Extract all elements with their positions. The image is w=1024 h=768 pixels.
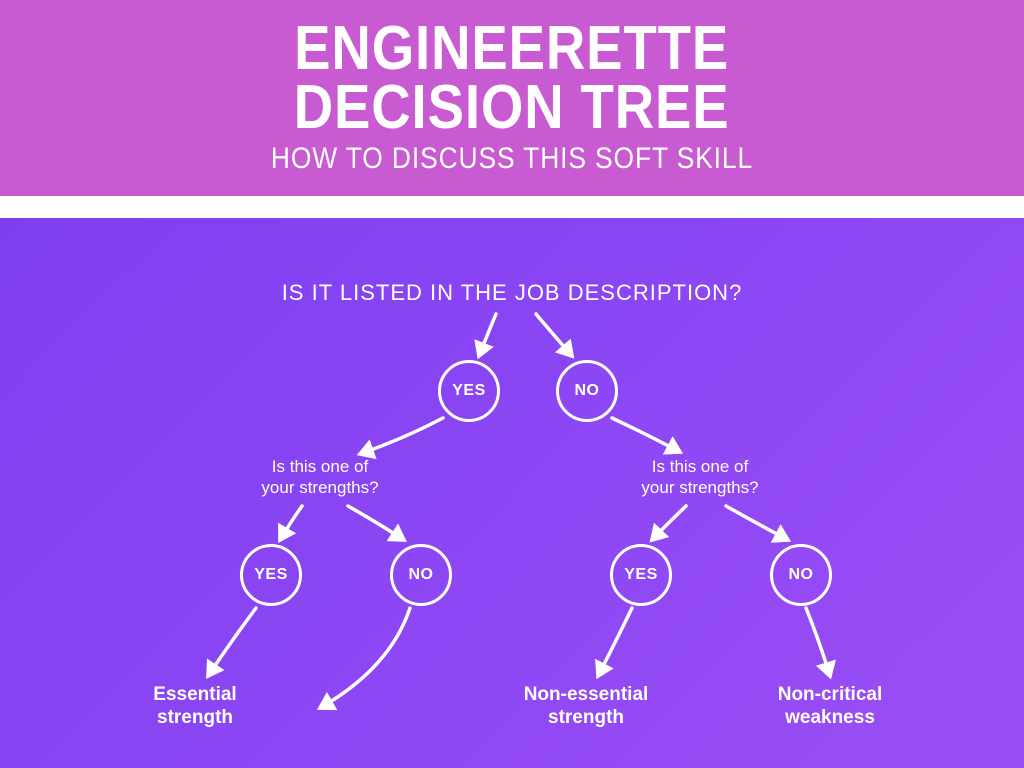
outcome-line-2: weakness [785, 707, 875, 728]
arrow-no2-curve [320, 608, 410, 708]
outcome-non-essential-strength: Non-essential strength [501, 684, 671, 730]
root-question: IS IT LISTED IN THE JOB DESCRIPTION? [282, 280, 743, 306]
arrow-root-yes [479, 314, 496, 356]
sub-question-left: Is this one of your strengths? [240, 456, 400, 499]
node-no-2: NO [390, 544, 452, 606]
outcome-line-2: strength [548, 707, 624, 728]
node-no-3: NO [770, 544, 832, 606]
q-line-1: Is this one of [272, 457, 368, 476]
arrow-q2-yes3 [652, 506, 686, 540]
node-no-1: NO [556, 360, 618, 422]
outcome-line-2: strength [157, 707, 233, 728]
arrow-q1-yes2 [280, 506, 302, 540]
q-line-2: your strengths? [261, 478, 378, 497]
outcome-line-1: Essential [153, 684, 236, 705]
arrow-no3-o3 [806, 608, 830, 676]
divider-bar [0, 196, 1024, 218]
arrow-q1-no2 [348, 506, 404, 540]
subtitle: HOW TO DISCUSS THIS SOFT SKILL [271, 142, 753, 176]
arrow-yes2-o1 [208, 608, 256, 676]
node-label: YES [254, 566, 288, 584]
arrow-no1-q2 [612, 418, 680, 452]
sub-question-right: Is this one of your strengths? [620, 456, 780, 499]
node-yes-3: YES [610, 544, 672, 606]
body: IS IT LISTED IN THE JOB DESCRIPTION? YES… [0, 218, 1024, 768]
node-yes-1: YES [438, 360, 500, 422]
outcome-essential-strength: Essential strength [110, 684, 280, 730]
arrow-yes1-q1 [360, 418, 443, 454]
node-label: YES [452, 382, 486, 400]
title-line-2: DECISION TREE [294, 73, 730, 142]
q-line-2: your strengths? [641, 478, 758, 497]
infographic-page: ENGINEERETTE DECISION TREE HOW TO DISCUS… [0, 0, 1024, 768]
node-label: NO [575, 382, 600, 400]
title: ENGINEERETTE DECISION TREE [294, 20, 730, 138]
outcome-line-1: Non-critical [778, 684, 883, 705]
node-label: NO [789, 566, 814, 584]
outcome-non-critical-weakness: Non-critical weakness [745, 684, 915, 730]
node-label: NO [409, 566, 434, 584]
header: ENGINEERETTE DECISION TREE HOW TO DISCUS… [0, 0, 1024, 196]
arrow-yes3-o2 [598, 608, 632, 676]
q-line-1: Is this one of [652, 457, 748, 476]
node-label: YES [624, 566, 658, 584]
outcome-line-1: Non-essential [524, 684, 649, 705]
node-yes-2: YES [240, 544, 302, 606]
arrow-q2-no3 [726, 506, 788, 540]
arrow-root-no [536, 314, 572, 356]
